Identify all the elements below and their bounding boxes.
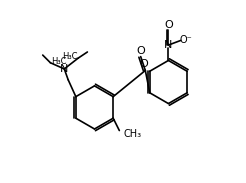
- Text: H₃C: H₃C: [51, 57, 67, 66]
- Text: O: O: [164, 20, 173, 30]
- Text: CH₃: CH₃: [124, 129, 142, 139]
- Text: N: N: [60, 64, 68, 74]
- Text: O: O: [136, 46, 145, 56]
- Text: O: O: [139, 59, 148, 69]
- Text: O⁻: O⁻: [180, 36, 193, 45]
- Text: N: N: [164, 40, 173, 50]
- Text: H₃C: H₃C: [62, 52, 77, 61]
